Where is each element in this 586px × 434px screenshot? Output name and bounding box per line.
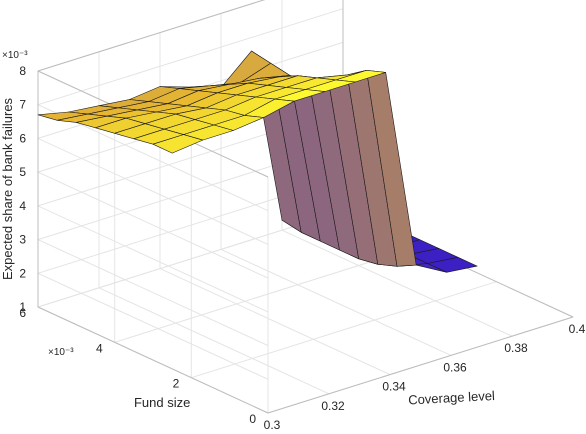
z-tick-label-2: 3: [19, 233, 26, 247]
y-tick-label-2: 4: [96, 341, 103, 355]
y-axis-exponent: ×10⁻³: [48, 347, 74, 358]
z-tick-label-3: 4: [19, 199, 26, 213]
y-tick-label-1: 2: [173, 377, 180, 391]
z-axis-label: Expected share of bank failures: [0, 97, 15, 280]
y-axis-line: [37, 306, 269, 414]
z-tick-label-5: 6: [19, 131, 26, 145]
x-axis-line: [267, 316, 574, 414]
y-axis-label: Fund size: [134, 395, 190, 410]
z-tick-label-1: 2: [19, 266, 26, 280]
top-edge-line: [37, 0, 266, 72]
z-tick-label-7: 8: [19, 64, 26, 78]
x-tick-label-0: 0.3: [264, 418, 281, 432]
side-wall: [38, 71, 268, 413]
z-tick-label-6: 7: [19, 98, 26, 112]
z-axis-exponent: ×10⁻³: [2, 50, 28, 61]
x-tick-label-4: 0.38: [504, 341, 528, 355]
axis-labels: Coverage level Fund size Expected share …: [0, 50, 495, 410]
surface-patch-0-0: [152, 134, 203, 154]
x-tick-label-5: 0.4: [569, 322, 586, 336]
x-tick-label-2: 0.34: [382, 380, 406, 394]
surface-mesh: [37, 50, 478, 273]
x-axis-label: Coverage level: [408, 388, 495, 408]
z-tick-label-0: 1: [19, 300, 26, 314]
y-tick-label-3: 6: [19, 306, 26, 320]
x-tick-label-3: 0.36: [443, 360, 467, 374]
z-tick-label-4: 5: [19, 165, 26, 179]
y-tick-label-0: 0: [249, 412, 256, 426]
x-tick-label-1: 0.32: [321, 399, 345, 413]
